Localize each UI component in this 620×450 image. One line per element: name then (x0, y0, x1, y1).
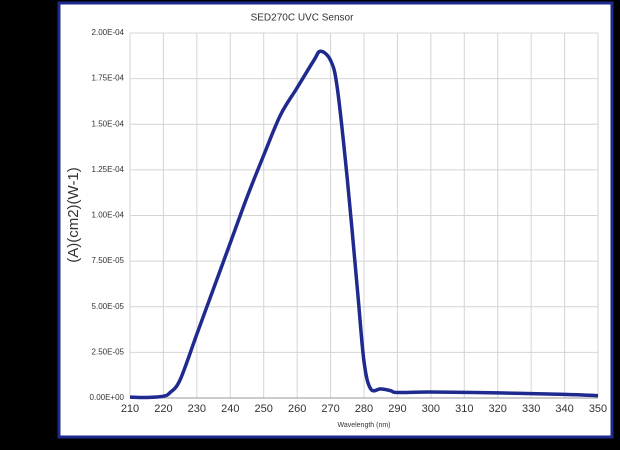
x-tick-label: 230 (188, 403, 206, 415)
y-tick-label: 1.75E-04 (92, 74, 125, 83)
x-tick-label: 240 (221, 403, 239, 415)
y-tick-label: 0.00E+00 (90, 393, 125, 402)
x-tick-label: 220 (154, 403, 172, 415)
x-tick-label: 300 (422, 403, 440, 415)
y-tick-label: 1.50E-04 (92, 119, 125, 128)
chart-frame (57, 1, 614, 439)
y-tick-label: 2.50E-05 (92, 347, 125, 356)
y-tick-label: 2.00E-04 (92, 28, 125, 37)
x-tick-label: 350 (589, 403, 607, 415)
y-tick-label: 1.25E-04 (92, 165, 125, 174)
x-tick-label: 320 (489, 403, 507, 415)
x-tick-label: 330 (522, 403, 540, 415)
y-tick-label: 7.50E-05 (92, 256, 125, 265)
x-tick-label: 340 (555, 403, 573, 415)
chart-title: SED270C UVC Sensor (251, 13, 354, 24)
y-tick-label: 5.00E-05 (92, 302, 125, 311)
x-tick-label: 270 (321, 403, 339, 415)
x-tick-label: 250 (255, 403, 273, 415)
x-tick-label: 310 (455, 403, 473, 415)
x-tick-label: 280 (355, 403, 373, 415)
y-axis-label: (A)(cm2)(W-1) (65, 167, 82, 263)
x-tick-label: 210 (121, 403, 139, 415)
x-tick-label: 260 (288, 403, 306, 415)
y-tick-label: 1.00E-04 (92, 211, 125, 220)
data-line (129, 49, 599, 400)
x-axis-label: Wavelength (nm) (337, 422, 390, 429)
x-tick-label: 290 (388, 403, 406, 415)
